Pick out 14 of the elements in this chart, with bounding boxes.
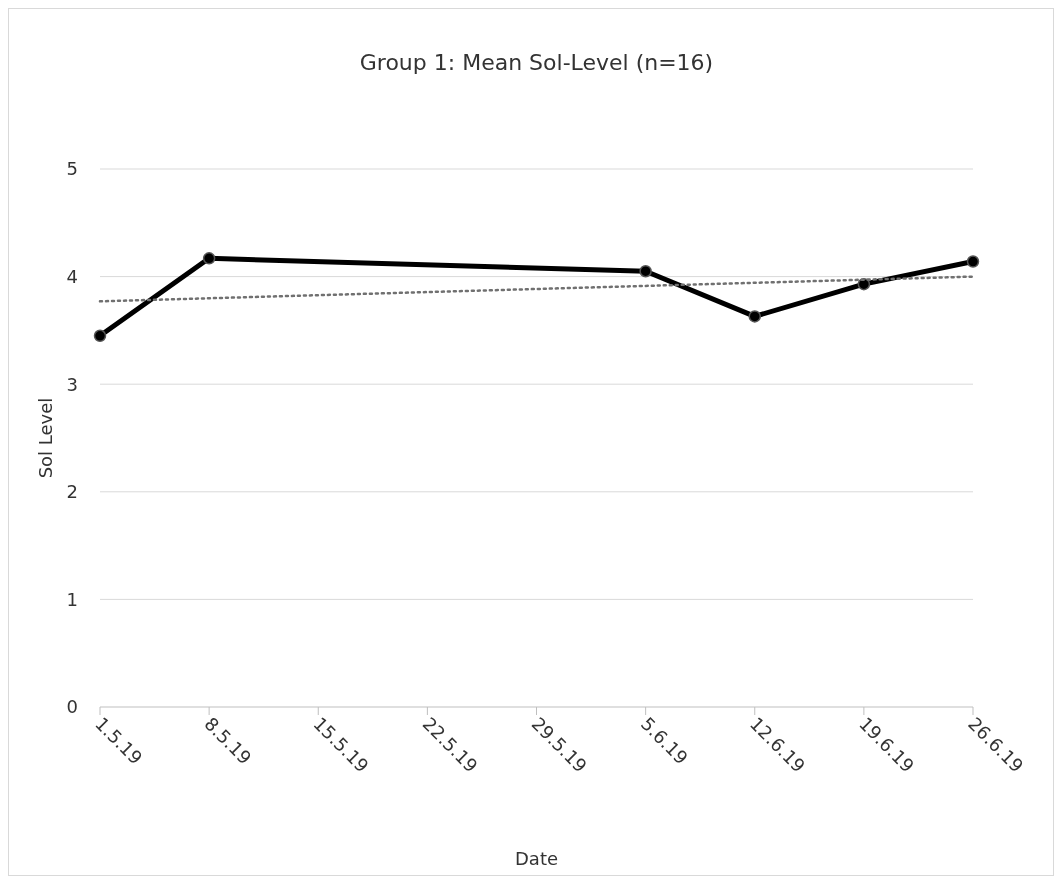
y-tick-label: 3 [66, 373, 78, 395]
y-tick-label: 0 [66, 696, 78, 718]
chart-title: Group 1: Mean Sol-Level (n=16) [359, 50, 714, 75]
point [93, 329, 107, 343]
y-tick-label: 2 [66, 481, 78, 503]
point [748, 310, 761, 323]
point [966, 255, 980, 268]
y-tick-label: 5 [66, 158, 78, 180]
point [639, 264, 652, 278]
y-tick-label: 4 [66, 265, 78, 287]
y-axis-title: Sol Level [35, 397, 56, 479]
x-axis-title: Date [514, 848, 559, 869]
y-tick-label: 1 [66, 588, 78, 610]
point [202, 252, 216, 265]
